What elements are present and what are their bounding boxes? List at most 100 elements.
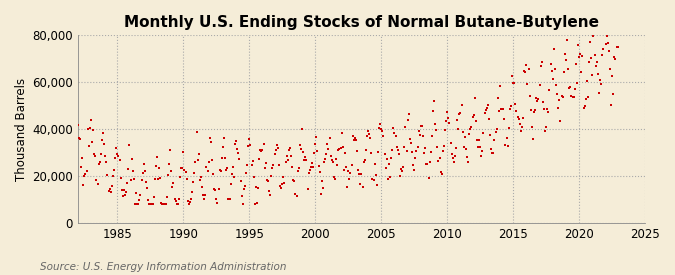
Point (74, 137, 85, 141)
Point (359, 158, 370, 162)
Point (551, 92, 562, 97)
Point (325, 154, 336, 158)
Point (167, 184, 178, 189)
Point (124, 143, 135, 148)
Point (483, 117, 494, 121)
Point (348, 138, 359, 142)
Point (462, 160, 473, 164)
Point (439, 127, 450, 132)
Point (535, 63, 546, 68)
Point (255, 148, 266, 153)
Point (609, 55, 620, 59)
Point (509, 81, 520, 86)
Point (427, 134, 437, 138)
Point (360, 148, 371, 153)
Point (612, 45, 623, 49)
Point (210, 188, 221, 192)
Point (315, 192, 326, 196)
Point (205, 139, 216, 144)
Point (242, 163, 252, 167)
Point (231, 139, 242, 144)
Point (602, 41, 613, 45)
Point (569, 87, 580, 91)
Point (414, 133, 425, 137)
Point (520, 70, 531, 74)
Point (433, 159, 444, 164)
Point (119, 188, 130, 192)
Point (149, 177, 160, 181)
Point (77, 156, 88, 160)
Point (79, 174, 90, 178)
Point (80, 172, 91, 176)
Point (376, 127, 387, 131)
Point (560, 58, 571, 62)
Point (495, 107, 506, 112)
Point (448, 156, 458, 160)
Point (347, 134, 358, 139)
Point (425, 150, 436, 154)
Point (161, 195, 172, 199)
Point (519, 68, 530, 73)
Point (249, 202, 260, 206)
Point (281, 153, 292, 158)
Point (146, 202, 157, 206)
Point (591, 60, 602, 64)
Point (489, 138, 500, 142)
Point (266, 174, 277, 178)
Point (364, 132, 375, 136)
Point (462, 154, 472, 159)
Point (187, 189, 198, 194)
Point (291, 194, 302, 198)
Point (483, 103, 493, 107)
Point (385, 175, 396, 179)
Point (558, 95, 568, 99)
Point (526, 125, 537, 129)
Point (464, 132, 475, 136)
Point (327, 158, 338, 163)
Point (400, 125, 411, 129)
Point (285, 146, 296, 150)
Point (257, 148, 268, 152)
Point (504, 125, 514, 130)
Point (256, 149, 267, 154)
Point (215, 169, 226, 173)
Point (610, 57, 621, 61)
Point (154, 165, 165, 170)
Point (608, 92, 619, 97)
Point (383, 177, 394, 181)
Point (113, 154, 124, 158)
Point (313, 164, 324, 168)
Point (279, 181, 290, 186)
Point (530, 108, 541, 112)
Point (117, 194, 128, 198)
Point (510, 102, 521, 106)
Point (144, 202, 155, 206)
Point (398, 165, 408, 169)
Point (238, 202, 248, 206)
Point (342, 185, 352, 189)
Point (155, 176, 165, 180)
Point (352, 149, 362, 153)
Point (423, 176, 434, 180)
Point (523, 67, 534, 71)
Point (465, 127, 476, 132)
Point (607, 73, 618, 78)
Point (213, 187, 224, 191)
Point (207, 158, 217, 163)
Point (502, 144, 513, 148)
Point (273, 163, 284, 167)
Point (152, 155, 163, 159)
Point (145, 202, 156, 206)
Point (506, 104, 516, 109)
Point (123, 167, 134, 171)
Point (439, 144, 450, 148)
Point (188, 180, 198, 184)
Point (418, 151, 429, 155)
Point (182, 198, 193, 203)
Point (436, 172, 447, 176)
Point (586, 56, 597, 60)
Point (336, 131, 347, 135)
Point (189, 171, 200, 175)
Point (201, 164, 212, 169)
Point (435, 170, 446, 174)
